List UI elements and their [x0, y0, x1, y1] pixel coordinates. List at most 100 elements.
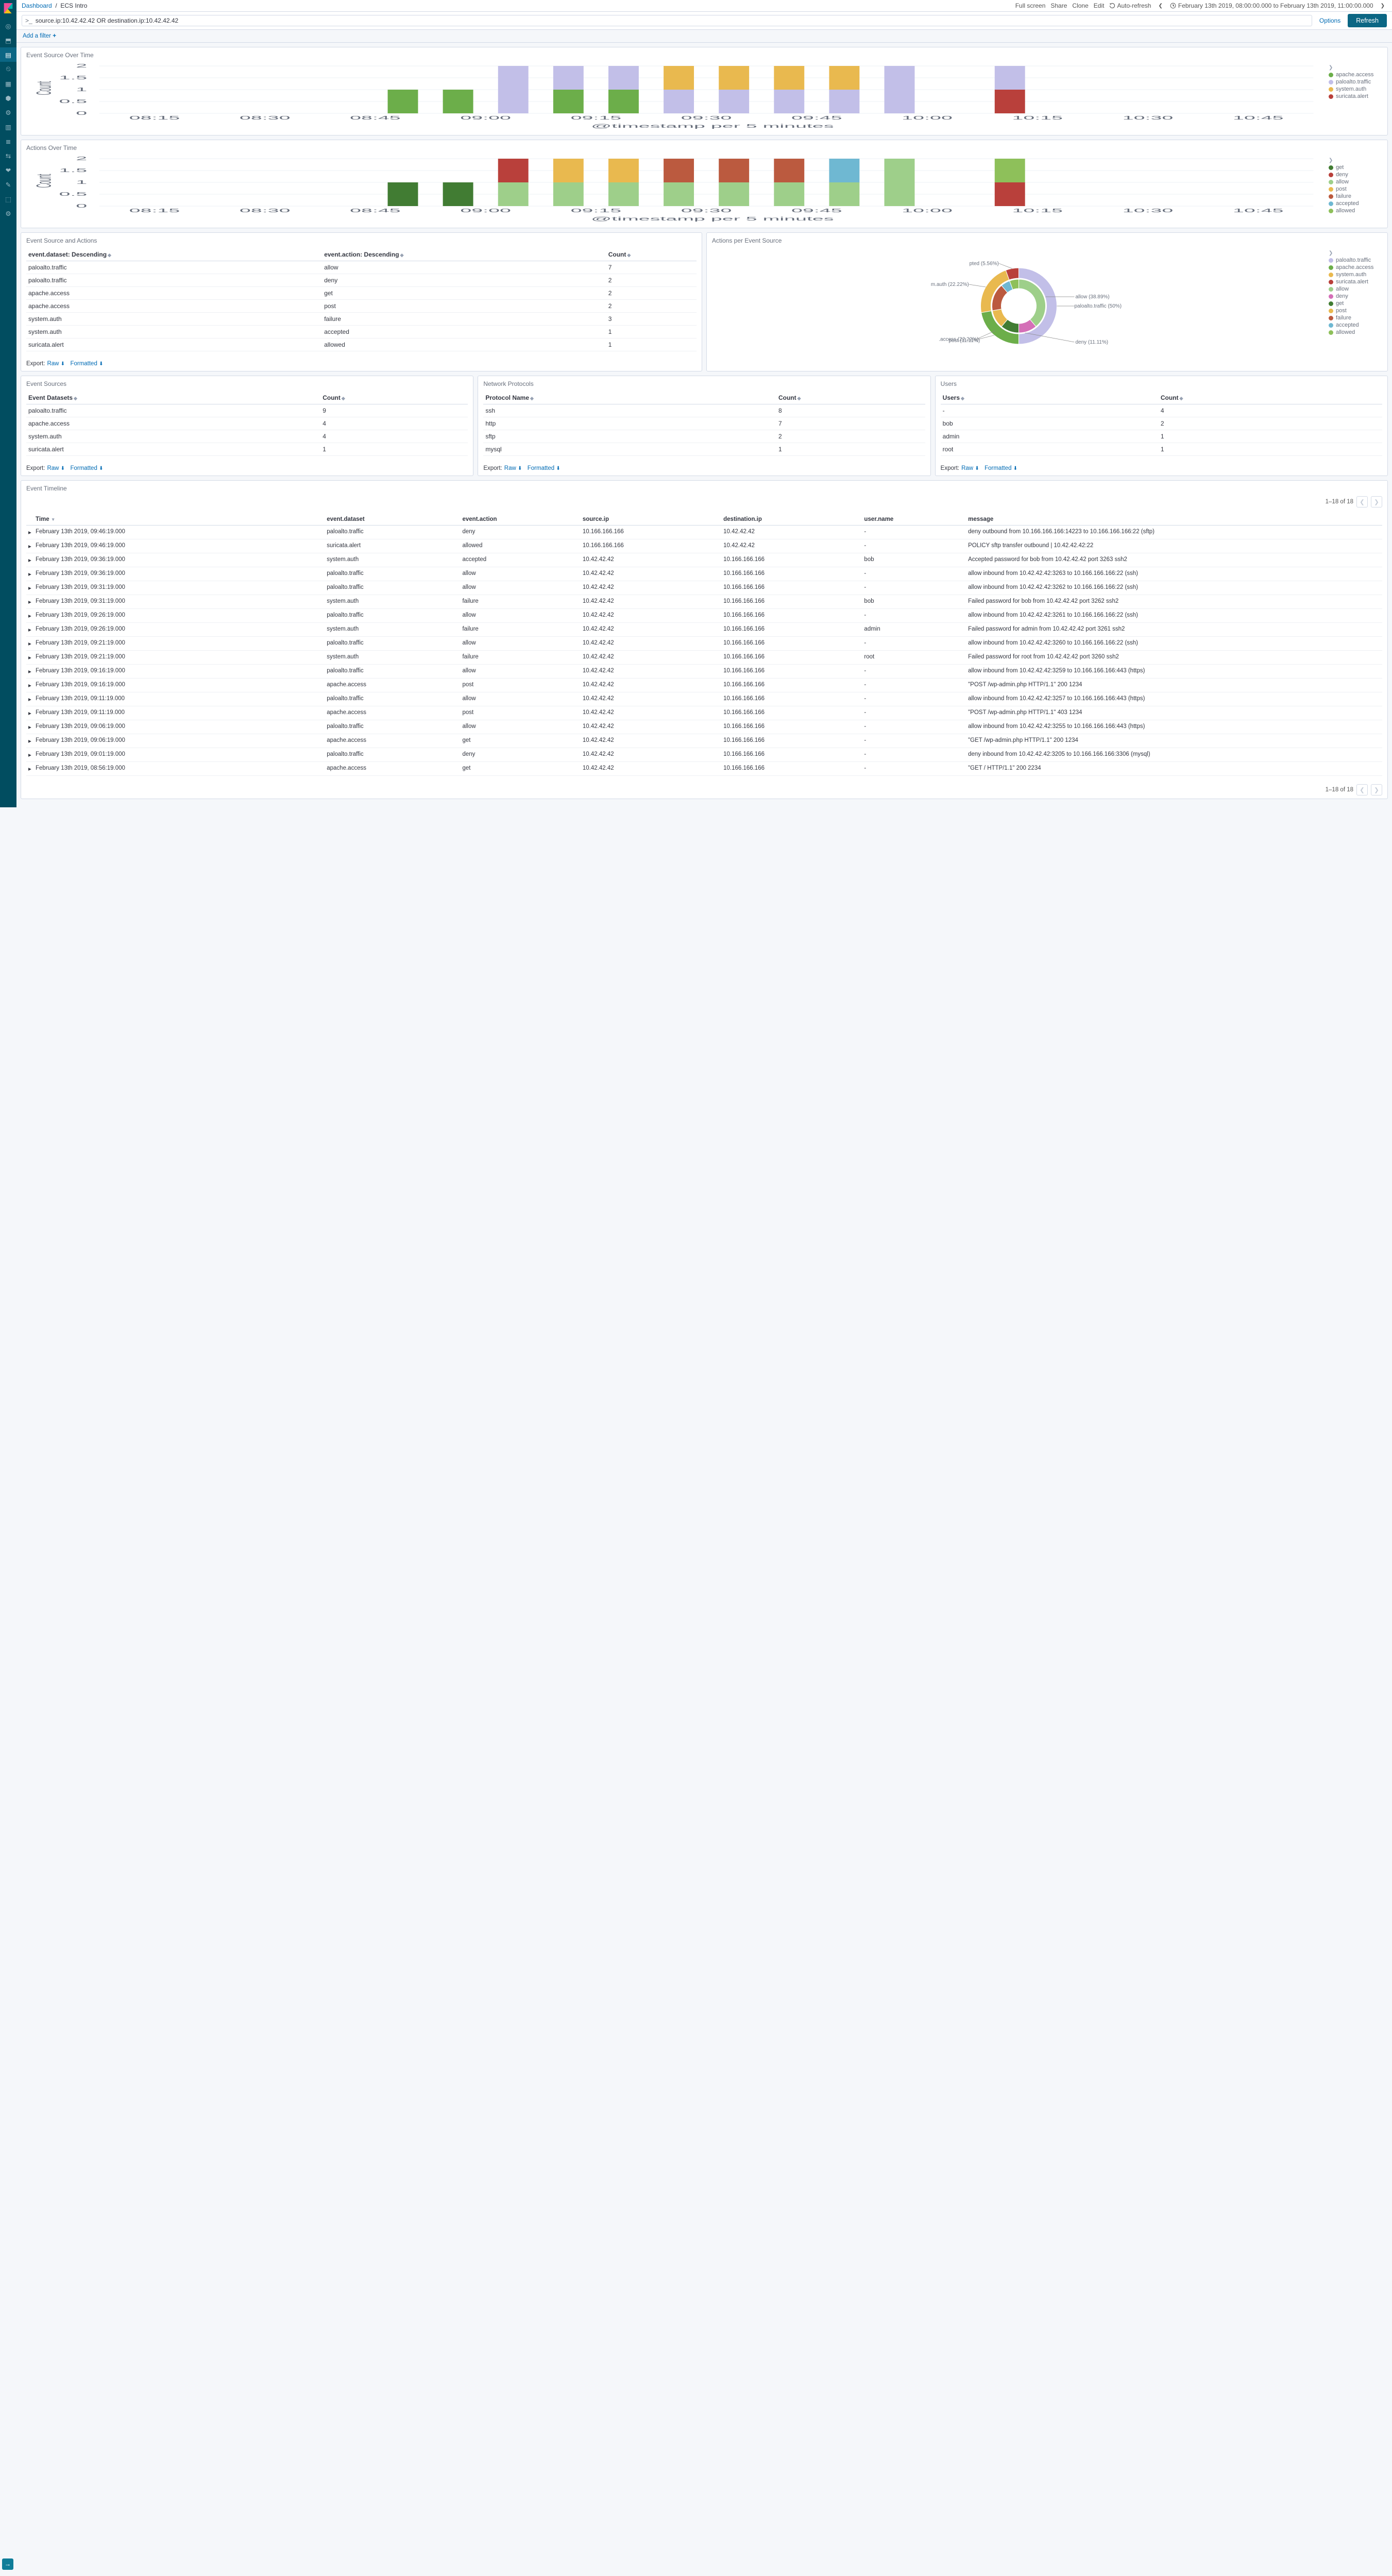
nav-monitoring-icon[interactable]: ⬚ — [0, 192, 16, 206]
nav-dashboard-icon[interactable]: ▤ — [0, 47, 16, 62]
col-header[interactable]: Protocol Name◆ — [483, 392, 776, 404]
collapse-nav-button[interactable]: → — [2, 2558, 13, 2570]
legend-collapse-icon[interactable]: ❯ — [1329, 65, 1382, 71]
legend-item[interactable]: apache.access — [1329, 72, 1382, 78]
expand-row-icon[interactable]: ▸ — [26, 609, 33, 623]
nav-timelion-icon[interactable]: ⏲ — [0, 62, 16, 76]
col-header[interactable]: Count◆ — [606, 248, 697, 261]
page-next[interactable]: ❯ — [1371, 496, 1382, 507]
nav-ml-icon[interactable]: ⚙ — [0, 105, 16, 120]
legend-item[interactable]: allow — [1329, 179, 1382, 185]
col-header[interactable]: event.action: Descending◆ — [322, 248, 606, 261]
expand-row-icon[interactable]: ▸ — [26, 539, 33, 553]
legend-item[interactable]: accepted — [1329, 322, 1382, 328]
export-formatted[interactable]: Formatted ⬇ — [984, 465, 1017, 471]
legend-item[interactable]: post — [1329, 186, 1382, 192]
expand-row-icon[interactable]: ▸ — [26, 692, 33, 706]
expand-row-icon[interactable]: ▸ — [26, 623, 33, 637]
col-header[interactable]: event.dataset: Descending◆ — [26, 248, 322, 261]
nav-logs-icon[interactable]: ≣ — [0, 134, 16, 148]
nav-uptime-icon[interactable]: ❤ — [0, 163, 16, 177]
edit-link[interactable]: Edit — [1094, 2, 1105, 9]
expand-row-icon[interactable]: ▸ — [26, 762, 33, 776]
nav-devtools-icon[interactable]: ✎ — [0, 177, 16, 192]
col-header[interactable]: message — [966, 514, 1382, 526]
nav-discover-icon[interactable]: ◎ — [0, 19, 16, 33]
col-header[interactable]: destination.ip — [721, 514, 862, 526]
legend-item[interactable]: allowed — [1329, 208, 1382, 214]
legend-collapse-icon[interactable]: ❯ — [1329, 158, 1382, 163]
legend-item[interactable]: failure — [1329, 315, 1382, 321]
expand-row-icon[interactable]: ▸ — [26, 581, 33, 595]
nav-maps-icon[interactable]: ⬢ — [0, 91, 16, 105]
nav-canvas-icon[interactable]: ▦ — [0, 76, 16, 91]
nav-apm-icon[interactable]: ⇆ — [0, 148, 16, 163]
legend-item[interactable]: allow — [1329, 286, 1382, 292]
legend-item[interactable]: system.auth — [1329, 272, 1382, 278]
legend-item[interactable]: allowed — [1329, 329, 1382, 335]
legend-item[interactable]: paloalto.traffic — [1329, 79, 1382, 85]
page-prev[interactable]: ❮ — [1356, 496, 1368, 507]
export-raw[interactable]: Raw ⬇ — [504, 465, 522, 471]
nav-infra-icon[interactable]: ▥ — [0, 120, 16, 134]
col-header[interactable]: Time ▾ — [33, 514, 325, 526]
legend-item[interactable]: apache.access — [1329, 264, 1382, 270]
expand-row-icon[interactable]: ▸ — [26, 720, 33, 734]
col-header[interactable]: Users◆ — [941, 392, 1159, 404]
legend-item[interactable]: deny — [1329, 172, 1382, 178]
export-formatted[interactable]: Formatted ⬇ — [70, 361, 103, 367]
export-raw[interactable]: Raw ⬇ — [47, 465, 65, 471]
legend-collapse-icon[interactable]: ❯ — [1329, 250, 1382, 256]
fullscreen-link[interactable]: Full screen — [1015, 2, 1046, 9]
export-raw[interactable]: Raw ⬇ — [961, 465, 979, 471]
panel-event-sources: Event Sources Event Datasets◆Count◆paloa… — [21, 376, 473, 476]
legend-item[interactable]: suricata.alert — [1329, 279, 1382, 285]
time-range[interactable]: February 13th 2019, 08:00:00.000 to Febr… — [1170, 2, 1373, 9]
query-options[interactable]: Options — [1316, 17, 1344, 24]
query-input[interactable]: >_source.ip:10.42.42.42 OR destination.i… — [22, 15, 1312, 26]
col-header[interactable]: event.action — [460, 514, 580, 526]
col-header[interactable]: source.ip — [581, 514, 721, 526]
col-header[interactable]: Count◆ — [776, 392, 925, 404]
legend-item[interactable]: get — [1329, 164, 1382, 171]
legend-item[interactable]: post — [1329, 308, 1382, 314]
share-link[interactable]: Share — [1050, 2, 1067, 9]
expand-row-icon[interactable]: ▸ — [26, 595, 33, 609]
time-prev[interactable]: ❮ — [1156, 3, 1164, 9]
time-next[interactable]: ❯ — [1379, 3, 1387, 9]
expand-row-icon[interactable]: ▸ — [26, 526, 33, 539]
breadcrumb-root[interactable]: Dashboard — [22, 2, 52, 9]
refresh-button[interactable]: Refresh — [1348, 14, 1387, 27]
col-header[interactable]: Count◆ — [1159, 392, 1382, 404]
page-next[interactable]: ❯ — [1371, 784, 1382, 795]
expand-row-icon[interactable]: ▸ — [26, 748, 33, 762]
nav-visualize-icon[interactable]: ⬒ — [0, 33, 16, 47]
expand-row-icon[interactable]: ▸ — [26, 734, 33, 748]
expand-row-icon[interactable]: ▸ — [26, 651, 33, 665]
expand-row-icon[interactable]: ▸ — [26, 553, 33, 567]
legend-item[interactable]: suricata.alert — [1329, 93, 1382, 99]
filter-bar[interactable]: Add a filter + — [16, 30, 1392, 43]
expand-row-icon[interactable]: ▸ — [26, 637, 33, 651]
export-raw[interactable]: Raw ⬇ — [47, 361, 65, 367]
col-header[interactable]: event.dataset — [325, 514, 460, 526]
export-formatted[interactable]: Formatted ⬇ — [70, 465, 103, 471]
col-header[interactable]: Count◆ — [320, 392, 468, 404]
page-prev[interactable]: ❮ — [1356, 784, 1368, 795]
nav-mgmt-icon[interactable]: ⚙ — [0, 206, 16, 221]
legend-item[interactable]: get — [1329, 300, 1382, 307]
legend-item[interactable]: failure — [1329, 193, 1382, 199]
autorefresh-toggle[interactable]: Auto-refresh — [1109, 2, 1151, 9]
col-header[interactable]: Event Datasets◆ — [26, 392, 320, 404]
legend-item[interactable]: paloalto.traffic — [1329, 257, 1382, 263]
clone-link[interactable]: Clone — [1072, 2, 1088, 9]
expand-row-icon[interactable]: ▸ — [26, 567, 33, 581]
expand-row-icon[interactable]: ▸ — [26, 706, 33, 720]
export-formatted[interactable]: Formatted ⬇ — [528, 465, 561, 471]
legend-item[interactable]: system.auth — [1329, 86, 1382, 92]
legend-item[interactable]: deny — [1329, 293, 1382, 299]
expand-row-icon[interactable]: ▸ — [26, 665, 33, 679]
expand-row-icon[interactable]: ▸ — [26, 679, 33, 692]
legend-item[interactable]: accepted — [1329, 200, 1382, 207]
col-header[interactable]: user.name — [862, 514, 966, 526]
